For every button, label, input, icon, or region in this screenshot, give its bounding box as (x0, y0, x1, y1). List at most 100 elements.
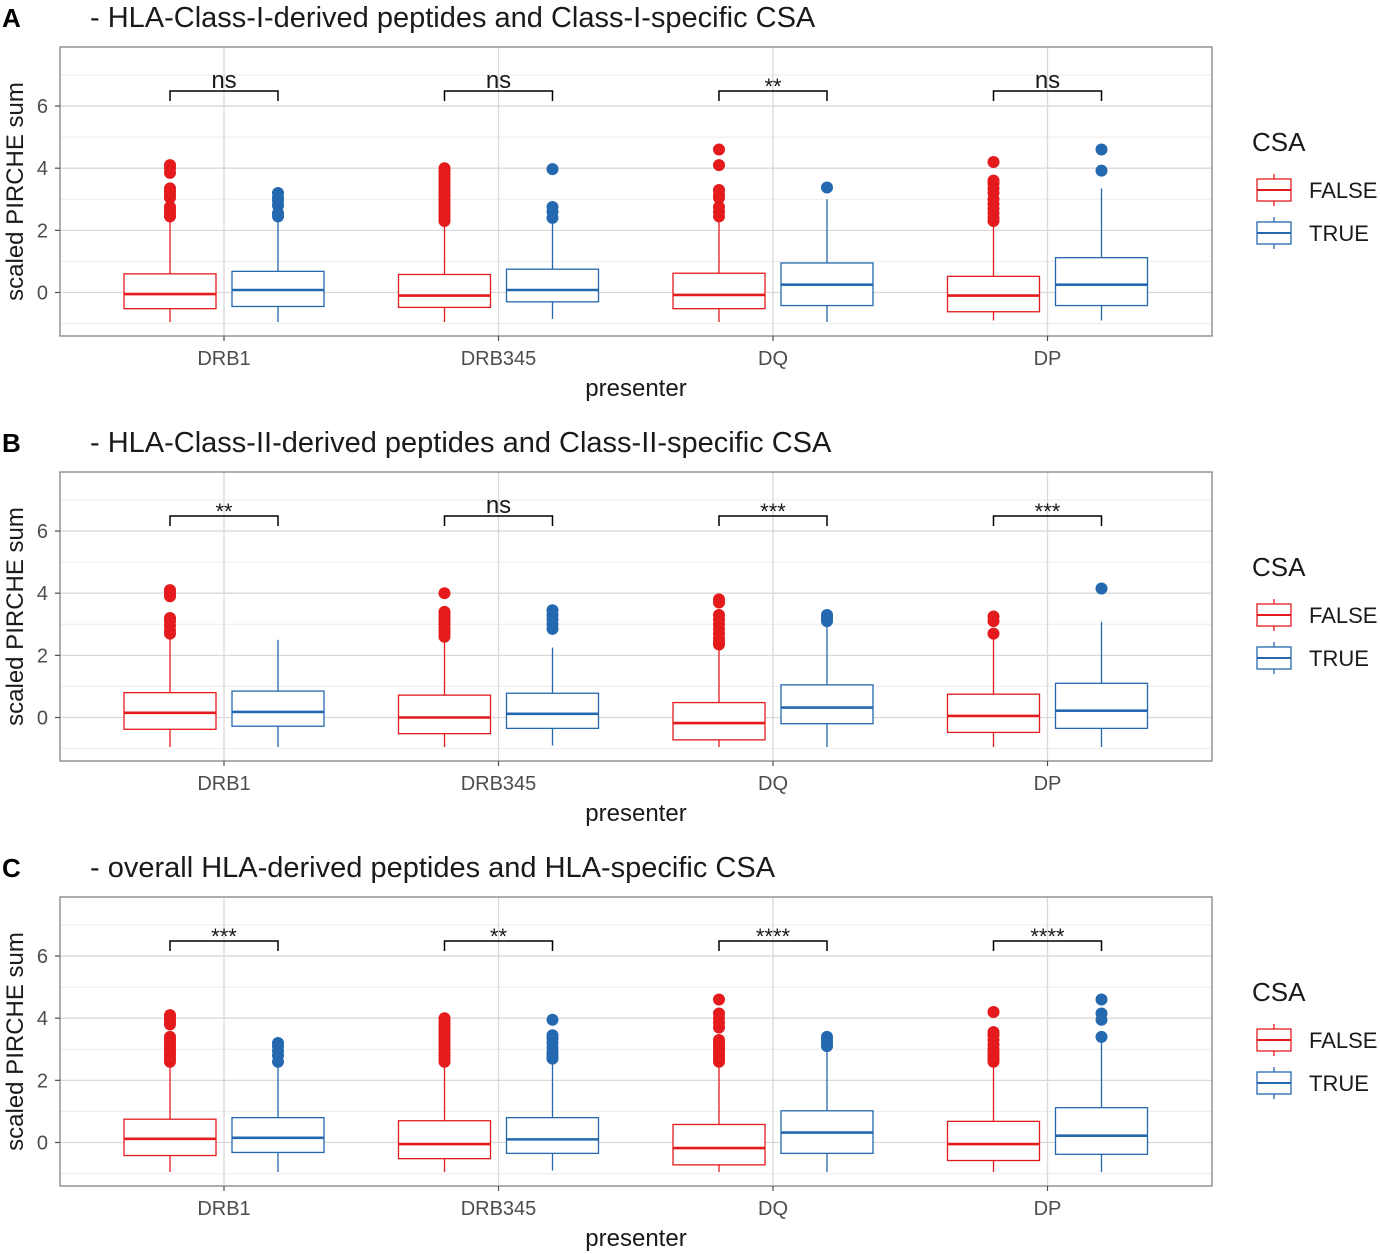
box-false (672, 143, 766, 323)
y-axis-label: scaled PIRCHE sum (2, 932, 29, 1151)
box-iqr (397, 273, 492, 309)
box-iqr (123, 691, 217, 730)
y-tick-label: 0 (37, 1132, 48, 1154)
outlier-point (438, 1012, 451, 1025)
box-iqr (231, 1116, 325, 1154)
x-tick-label: DRB345 (461, 1198, 537, 1220)
outlier-point (1095, 1030, 1108, 1043)
box-false (946, 610, 1041, 748)
box-iqr (505, 268, 600, 303)
outlier-point (713, 159, 725, 172)
box-false (397, 587, 492, 748)
series-false (123, 584, 1041, 748)
significance-label: **** (1030, 924, 1065, 949)
legend-label: TRUE (1309, 1071, 1369, 1096)
bracket-line (443, 515, 554, 526)
legend-key-false (1256, 174, 1292, 206)
panel-c: C - overall HLA-derived peptides and HLA-… (2, 852, 1377, 1252)
outlier-point (1095, 1007, 1108, 1020)
y-tick-label: 6 (37, 521, 48, 543)
box-iqr (505, 692, 600, 730)
box-true (780, 608, 874, 748)
y-axis-label: scaled PIRCHE sum (2, 507, 29, 726)
box-true (505, 1013, 600, 1171)
y-axis-label: scaled PIRCHE sum (2, 82, 29, 301)
significance-bracket: ns (169, 67, 279, 101)
box-iqr (123, 1118, 217, 1157)
outlier-point (987, 174, 1000, 187)
outlier-point (713, 143, 725, 156)
x-axis-label: presenter (585, 800, 686, 827)
outlier-point (821, 1030, 833, 1043)
box-false (946, 155, 1041, 321)
box-true (1054, 582, 1149, 748)
bracket-line (718, 515, 828, 526)
bracket-line (992, 515, 1103, 526)
outlier-point (546, 1013, 559, 1026)
outlier-point (164, 584, 176, 597)
significance-label: ns (486, 492, 511, 519)
legend-key-false (1256, 599, 1292, 631)
outlier-point (713, 593, 725, 606)
box-iqr (123, 273, 217, 310)
bracket-line (443, 940, 554, 951)
outlier-point (987, 155, 1000, 168)
y-tick-label: 6 (37, 946, 48, 968)
panel-letter: C (2, 853, 21, 883)
gridlines (60, 897, 1212, 1186)
outlier-point (164, 1009, 176, 1022)
legend-title: CSA (1252, 127, 1306, 157)
x-tick-label: DRB1 (197, 348, 250, 370)
box-false (397, 1012, 492, 1173)
significance-bracket: ns (992, 67, 1103, 101)
box-false (672, 993, 766, 1173)
significance-bracket: ** (169, 499, 279, 526)
panel-title: - HLA-Class-I-derived peptides and Class… (90, 2, 816, 34)
box-iqr (505, 1116, 600, 1155)
box-iqr (231, 690, 325, 727)
legend-label: TRUE (1309, 646, 1369, 671)
x-tick-label: DQ (758, 773, 788, 795)
outlier-point (821, 608, 833, 621)
x-tick-label: DRB1 (197, 1198, 250, 1220)
box-iqr (780, 684, 874, 725)
outlier-point (546, 604, 559, 617)
significance-bracket: ** (718, 74, 828, 101)
significance-bracket: ns (443, 67, 554, 101)
significance-label: *** (760, 499, 786, 524)
box-iqr (397, 694, 492, 735)
x-axis-label: presenter (585, 1225, 686, 1252)
panel-border (59, 896, 1213, 1187)
box-true (780, 1030, 874, 1173)
outlier-point (546, 1029, 559, 1042)
box-true (231, 639, 325, 748)
x-tick-label: DRB345 (461, 773, 537, 795)
legend-label: FALSE (1309, 603, 1377, 628)
significance-label: ** (490, 924, 508, 949)
outlier-point (164, 159, 176, 172)
gridlines (60, 472, 1212, 761)
significance-label: ** (764, 74, 782, 99)
outlier-point (713, 608, 725, 621)
x-tick-label: DP (1034, 1198, 1062, 1220)
outlier-point (987, 1026, 1000, 1039)
y-tick-label: 6 (37, 96, 48, 118)
y-tick-label: 2 (37, 645, 48, 667)
outlier-point (164, 201, 176, 214)
box-iqr (1054, 682, 1149, 730)
outlier-point (713, 1007, 725, 1020)
box-true (1054, 993, 1149, 1173)
outlier-point (1095, 582, 1108, 595)
legend-label: FALSE (1309, 178, 1377, 203)
outlier-point (713, 993, 725, 1006)
panel-a: A - HLA-Class-I-derived peptides and Clas… (2, 2, 1377, 402)
box-true (231, 1037, 325, 1173)
panel-letter: A (2, 3, 21, 33)
legend-title: CSA (1252, 977, 1306, 1007)
y-tick-label: 2 (37, 1070, 48, 1092)
panel-border (59, 471, 1213, 762)
y-tick-label: 0 (37, 282, 48, 304)
outlier-point (987, 1005, 1000, 1018)
series-true (231, 143, 1149, 323)
